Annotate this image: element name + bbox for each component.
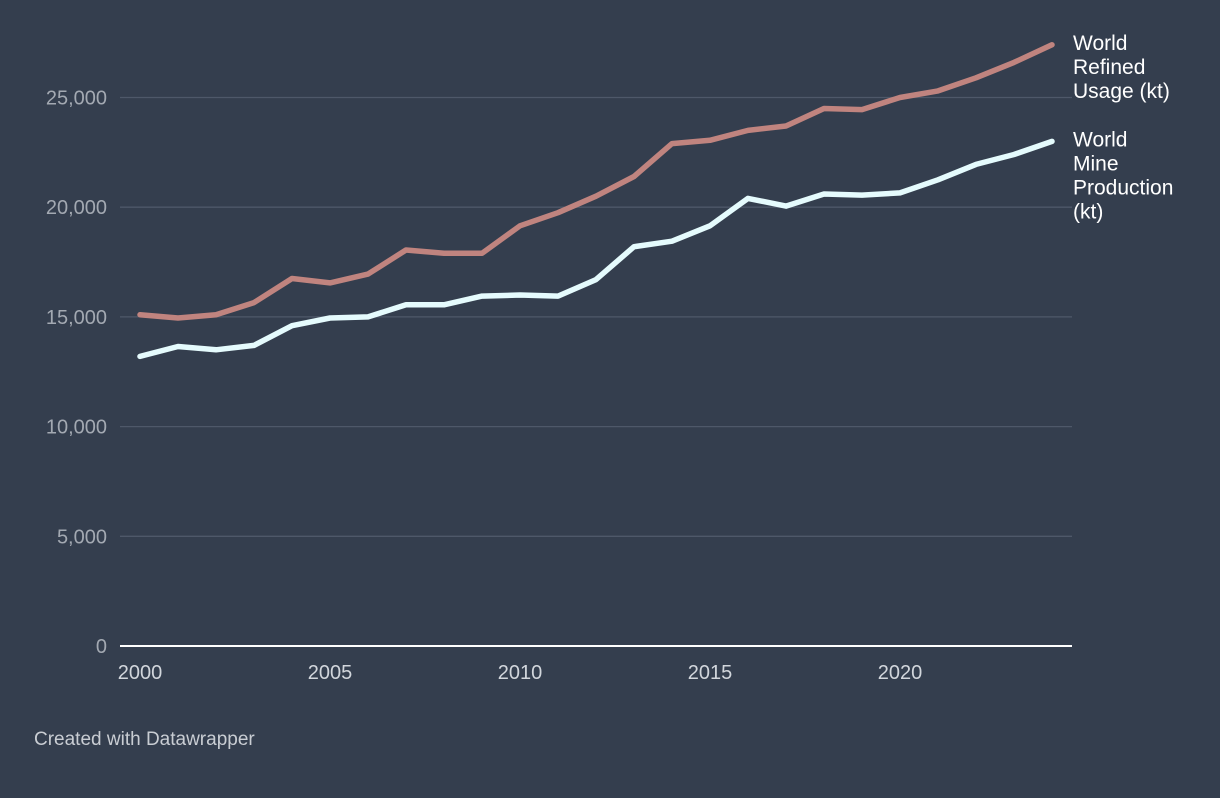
series-label-line: Production <box>1073 176 1173 199</box>
y-axis: 0 5,000 10,000 15,000 20,000 25,000 <box>46 88 107 659</box>
footer-credit: Created with Datawrapper <box>34 729 255 750</box>
y-tick-label: 0 <box>96 636 107 658</box>
series-label-line: World <box>1073 32 1127 55</box>
series-label-1: World Mine Production (kt) <box>1073 128 1173 223</box>
series-label-line: World <box>1073 128 1127 151</box>
series-labels: World Refined Usage (kt)World Mine Productio… <box>1073 32 1173 224</box>
series-lines <box>137 42 1055 360</box>
x-tick-label: 2015 <box>688 662 733 684</box>
x-tick-label: 2005 <box>308 662 353 684</box>
y-tick-label: 5,000 <box>57 526 107 548</box>
series-label-0: World Refined Usage (kt) <box>1073 32 1170 103</box>
gridlines <box>120 96 1072 537</box>
x-tick-label: 2000 <box>118 662 163 684</box>
series-line-1 <box>137 138 1055 360</box>
series-label-line: Usage (kt) <box>1073 80 1170 103</box>
y-tick-label: 20,000 <box>46 197 107 219</box>
y-tick-label: 25,000 <box>46 88 107 110</box>
series-label-line: Refined <box>1073 56 1145 79</box>
series-label-line: Mine <box>1073 152 1119 175</box>
x-tick-label: 2010 <box>498 662 543 684</box>
x-axis: 2000 2005 2010 2015 2020 <box>118 645 1072 684</box>
y-tick-label: 15,000 <box>46 307 107 329</box>
series-line-0 <box>137 42 1055 321</box>
y-tick-label: 10,000 <box>46 417 107 439</box>
x-tick-label: 2020 <box>878 662 923 684</box>
series-label-line: (kt) <box>1073 200 1103 223</box>
